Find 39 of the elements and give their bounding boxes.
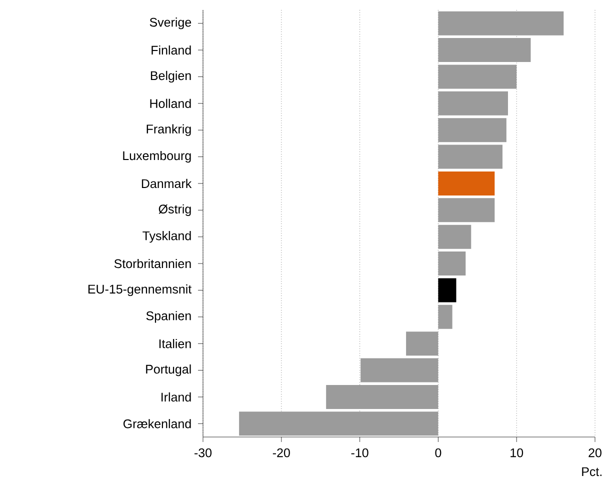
bar [438,38,531,62]
x-tick-label: 10 [510,448,524,458]
y-tick-label: Luxembourg [123,150,191,163]
y-tick-label: EU-15-gennemsnit [88,284,192,296]
bar [326,384,438,409]
bar [438,278,456,302]
bar [438,171,495,196]
y-tick-label: Portugal [146,364,191,376]
bar [438,252,466,276]
bar [438,304,452,329]
bar [239,412,438,436]
bar [406,332,438,356]
bar [438,11,564,36]
x-tick-label: -30 [194,448,212,458]
x-tick-label: -20 [272,448,290,458]
y-tick-label: Storbritannien [114,258,191,268]
x-tick-label: 0 [435,448,442,458]
bar [438,91,508,116]
y-tick-label: Østrig [158,204,191,216]
x-tick-label: -10 [351,448,368,458]
bar [438,64,517,89]
y-tick-label: Belgien [150,70,191,83]
y-tick-label: Frankrig [146,124,191,136]
x-tick-label: 20 [588,448,602,458]
y-tick-label: Danmark [142,178,192,188]
x-axis-title: Pct. [582,467,602,476]
bar [438,144,502,169]
y-tick-label: Sverige [150,18,192,30]
bar [438,118,506,142]
bar [360,358,438,382]
bar [438,198,495,222]
y-tick-label: Italien [159,339,191,348]
y-tick-label: Irland [162,392,191,402]
bar [438,224,472,249]
y-tick-label: Finland [152,45,191,55]
y-tick-label: Spanien [146,311,191,323]
y-tick-label: Grækenland [123,419,191,428]
y-tick-label: Tyskland [142,231,191,243]
y-tick-label: Holland [150,98,191,108]
